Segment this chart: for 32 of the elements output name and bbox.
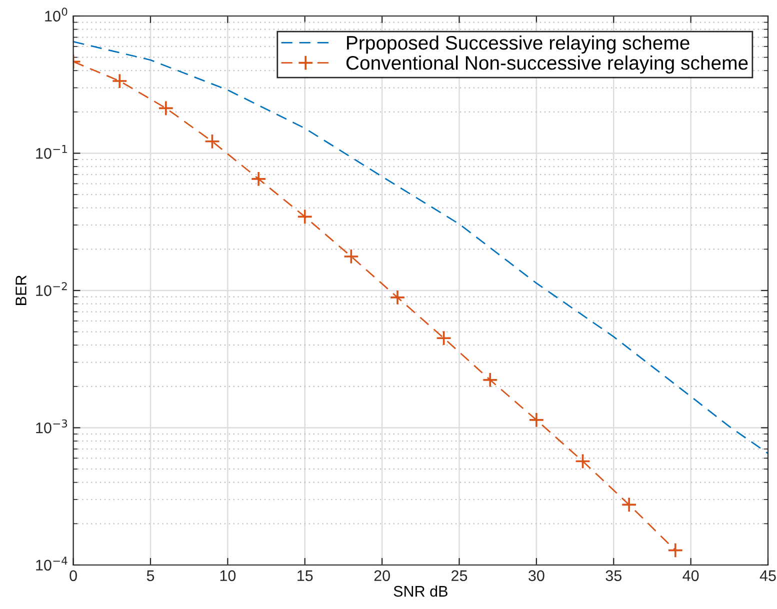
point: [297, 208, 313, 225]
x-tick-label: 0: [70, 570, 77, 582]
y-tick-label: 10$^{0}$: [45, 8, 68, 22]
point: [668, 542, 684, 558]
x-tick-label: 45: [760, 570, 776, 582]
x-tick-label: 5: [146, 570, 154, 582]
x-tick-label: 40: [682, 570, 699, 582]
point: [390, 290, 406, 306]
point: [482, 372, 498, 388]
y-axis-title: BER: [16, 276, 26, 305]
point: [436, 330, 452, 346]
x-tick-label: 20: [374, 570, 390, 582]
point: [574, 453, 591, 470]
x-tick-label: 25: [452, 570, 468, 582]
point: [621, 496, 637, 513]
x-axis-title: SNR dB: [394, 585, 448, 597]
x-tick-label: 30: [528, 570, 544, 582]
legend-label: Conventional Non-successive relaying scheme: [346, 56, 748, 74]
x-tick-label: 10: [220, 570, 236, 582]
legend-label: Prpoposed Successive relaying scheme: [347, 35, 690, 54]
point: [158, 100, 174, 116]
point: [112, 73, 128, 89]
point: [250, 171, 266, 187]
point: [204, 134, 220, 150]
x-tick-label: 15: [298, 570, 313, 582]
y-tick-label: 10$^{−3}$: [36, 419, 68, 434]
y-tick-label: 10$^{−1}$: [36, 145, 67, 159]
point: [343, 248, 360, 264]
y-tick-label: 10$^{−4}$: [36, 556, 68, 571]
y-tick-label: 10$^{−2}$: [36, 282, 67, 296]
x-tick-label: 35: [606, 570, 622, 582]
point: [528, 412, 544, 428]
